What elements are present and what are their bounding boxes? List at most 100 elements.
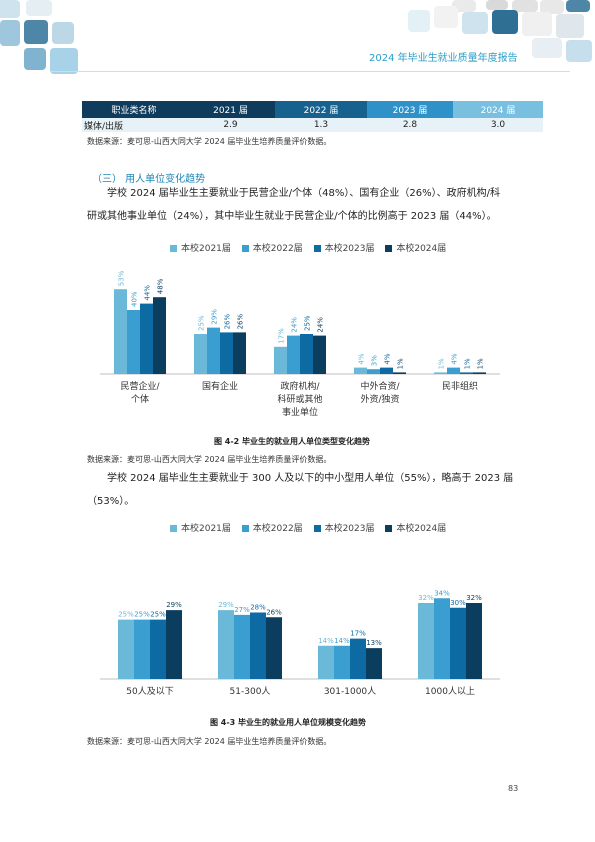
chart-bar xyxy=(434,372,447,374)
table-cell: 1.3 xyxy=(275,118,367,132)
category-label: 政府机构/ xyxy=(280,380,320,392)
data-label: 29% xyxy=(218,601,234,609)
data-label: 44% xyxy=(144,285,152,301)
legend-label: 本校2021届 xyxy=(181,524,231,534)
chart-bar xyxy=(153,297,166,374)
table-cell: 2.8 xyxy=(367,118,453,132)
data-label: 40% xyxy=(131,291,139,307)
data-label: 30% xyxy=(450,599,466,607)
legend-label: 本校2024届 xyxy=(396,524,447,534)
chart-bar xyxy=(366,648,382,679)
employer-type-chart: 53% 40% 44% 48% 民营企业/个体 25% 29% 26% 26% 国有企业 17% 24… xyxy=(100,270,500,418)
chart-bar xyxy=(287,335,300,374)
data-label: 4% xyxy=(358,353,366,364)
paragraph-1: 学校 2024 届毕业生主要就业于民营企业/个体（48%）、国有企业（26%）、… xyxy=(87,182,527,228)
data-label: 25% xyxy=(150,611,166,619)
table-cell: 2.9 xyxy=(186,118,275,132)
chart-bar xyxy=(418,603,434,679)
chart-bar xyxy=(150,619,166,679)
chart-bar xyxy=(233,332,246,374)
category-label: 国有企业 xyxy=(202,380,238,392)
table-header-cell: 2021 届 xyxy=(186,101,275,118)
header-divider xyxy=(50,71,570,72)
figure-caption-4-2: 图 4-2 毕业生的就业用人单位类型变化趋势 xyxy=(214,437,371,446)
data-label: 32% xyxy=(418,594,434,602)
chart-bar xyxy=(250,612,266,679)
legend-item: 本校2022届 xyxy=(241,521,303,534)
data-label: 25% xyxy=(304,315,312,331)
data-label: 24% xyxy=(291,317,299,333)
legend-item: 本校2023届 xyxy=(313,241,375,254)
chart-bar xyxy=(450,607,466,679)
chart-bar xyxy=(300,334,313,374)
chart-bar xyxy=(434,598,450,679)
chart-bar xyxy=(313,335,326,374)
data-label: 26% xyxy=(266,608,282,616)
chart-bar xyxy=(166,610,182,679)
data-label: 17% xyxy=(278,328,286,344)
category-label: 1000人以上 xyxy=(425,686,475,697)
table-header-cell: 职业类名称 xyxy=(82,101,186,118)
chart-bar xyxy=(334,645,350,679)
chart-bar xyxy=(473,372,486,374)
chart-bar xyxy=(266,617,282,679)
legend-swatch xyxy=(313,245,321,252)
table-row: 媒体/出版 2.9 1.3 2.8 3.0 xyxy=(82,118,543,132)
paragraph-line: 学校 2024 届毕业生主要就业于 300 人及以下的中小型用人单位（55%），… xyxy=(107,473,514,484)
chart-bar xyxy=(220,332,233,374)
data-label: 4% xyxy=(384,353,392,364)
legend-item: 本校2021届 xyxy=(170,521,231,534)
chart-bar xyxy=(466,603,482,679)
legend-swatch xyxy=(241,525,249,532)
legend-label: 本校2023届 xyxy=(324,244,375,254)
figure-caption-4-3: 图 4-3 毕业生的就业用人单位规模变化趋势 xyxy=(210,718,367,727)
chart1-source-note: 数据来源：麦可思-山西大同大学 2024 届毕业生培养质量评价数据。 xyxy=(87,455,332,464)
category-label: 中外合资/ xyxy=(360,380,400,392)
data-label: 26% xyxy=(224,313,232,329)
chart-bar xyxy=(194,334,207,374)
occupation-table: 职业类名称 2021 届 2022 届 2023 届 2024 届 媒体/出版 … xyxy=(82,101,543,132)
category-label: 50人及以下 xyxy=(126,686,173,697)
legend-item: 本校2023届 xyxy=(313,521,375,534)
table-header-row: 职业类名称 2021 届 2022 届 2023 届 2024 届 xyxy=(82,101,543,118)
chart-bar xyxy=(380,367,393,374)
category-label: 外资/独资 xyxy=(360,393,399,405)
chart-bar xyxy=(354,367,367,374)
data-label: 25% xyxy=(198,315,206,331)
chart-bar xyxy=(447,367,460,374)
data-label: 34% xyxy=(434,589,450,597)
chart-bar xyxy=(207,327,220,374)
legend-item: 本校2022届 xyxy=(241,241,303,254)
category-label: 民营企业/ xyxy=(120,380,160,392)
table-cell: 3.0 xyxy=(453,118,543,132)
chart-bar xyxy=(318,645,334,679)
chart-bar xyxy=(134,619,150,679)
paragraph-line: 学校 2024 届毕业生主要就业于民营企业/个体（48%）、国有企业（26%）、… xyxy=(107,188,500,199)
data-label: 17% xyxy=(350,630,366,638)
data-label: 26% xyxy=(237,313,245,329)
legend-swatch xyxy=(385,525,393,532)
table-source-note: 数据来源：麦可思-山西大同大学 2024 届毕业生培养质量评价数据。 xyxy=(87,137,332,146)
chart-bar xyxy=(118,619,134,679)
chart-bar xyxy=(234,614,250,679)
data-label: 24% xyxy=(317,317,325,333)
legend-swatch xyxy=(241,245,249,252)
chart-bar xyxy=(350,638,366,679)
page-number: 83 xyxy=(508,784,519,793)
paragraph-line: 研或其他事业单位（24%），其中毕业生就业于民营企业/个体的比例高于 2023 … xyxy=(87,211,497,222)
data-label: 53% xyxy=(118,270,126,286)
data-label: 3% xyxy=(371,355,379,366)
data-label: 1% xyxy=(464,358,472,369)
data-label: 14% xyxy=(318,637,334,645)
chart-bar xyxy=(460,372,473,374)
category-label: 个体 xyxy=(131,393,149,405)
legend-swatch xyxy=(385,245,393,252)
header-title: 2024 年毕业生就业质量年度报告 xyxy=(369,53,518,64)
data-label: 1% xyxy=(438,358,446,369)
legend-swatch xyxy=(170,245,177,252)
data-label: 29% xyxy=(166,601,182,609)
table-header-cell: 2023 届 xyxy=(367,101,453,118)
legend-label: 本校2023届 xyxy=(324,524,375,534)
chart-bar xyxy=(367,369,380,374)
legend-item: 本校2024届 xyxy=(385,241,446,254)
